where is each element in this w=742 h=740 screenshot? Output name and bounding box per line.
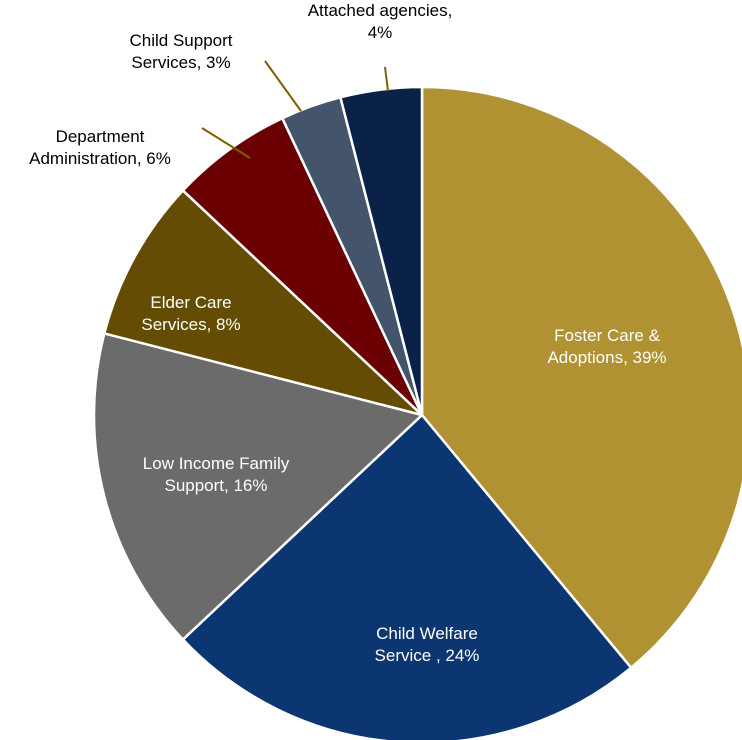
slice-label-line: Services, 8% <box>141 315 240 334</box>
leader-lines <box>201 60 389 159</box>
slice-label-line: Attached agencies, <box>308 1 453 20</box>
leader-line-7 <box>384 66 389 92</box>
slice-label-line: Service , 24% <box>375 646 480 665</box>
leader-line-5 <box>201 127 251 159</box>
pie-slice-7 <box>339 85 424 417</box>
leader-line-6 <box>264 60 302 112</box>
slice-label-3: Low Income Family Support, 16% <box>143 454 290 495</box>
slice-label-line: 4% <box>368 23 393 42</box>
slice-label-line: Administration, 6% <box>29 149 171 168</box>
pie-slices <box>92 85 742 740</box>
slice-label-line: Adoptions, 39% <box>547 348 666 367</box>
slice-labels: Foster Care & Adoptions, 39% Child Welfare… <box>29 1 666 665</box>
slice-label-line: Child Support <box>129 31 232 50</box>
slice-label-line: Department <box>56 127 145 146</box>
slice-label-line: Child Welfare <box>376 624 478 643</box>
slice-label-line: Elder Care <box>150 293 231 312</box>
slice-label-5: Department Administration, 6% <box>29 127 171 168</box>
pie-slice-1 <box>420 85 742 669</box>
slice-label-1: Foster Care & Adoptions, 39% <box>547 326 666 367</box>
slice-label-line: Low Income Family <box>143 454 290 473</box>
slice-label-line: Support, 16% <box>164 476 267 495</box>
slice-label-4: Elder Care Services, 8% <box>141 293 240 334</box>
slice-label-7: Attached agencies, 4% <box>308 1 453 42</box>
slice-label-line: Foster Care & <box>554 326 660 345</box>
slice-label-6: Child Support Services, 3% <box>129 31 232 72</box>
pie-slice-2 <box>181 413 633 740</box>
slice-label-2: Child Welfare Service , 24% <box>375 624 480 665</box>
slice-label-line: Services, 3% <box>131 53 230 72</box>
pie-slice-4 <box>103 189 424 417</box>
pie-slice-3 <box>92 332 424 641</box>
pie-slice-5 <box>181 116 424 417</box>
